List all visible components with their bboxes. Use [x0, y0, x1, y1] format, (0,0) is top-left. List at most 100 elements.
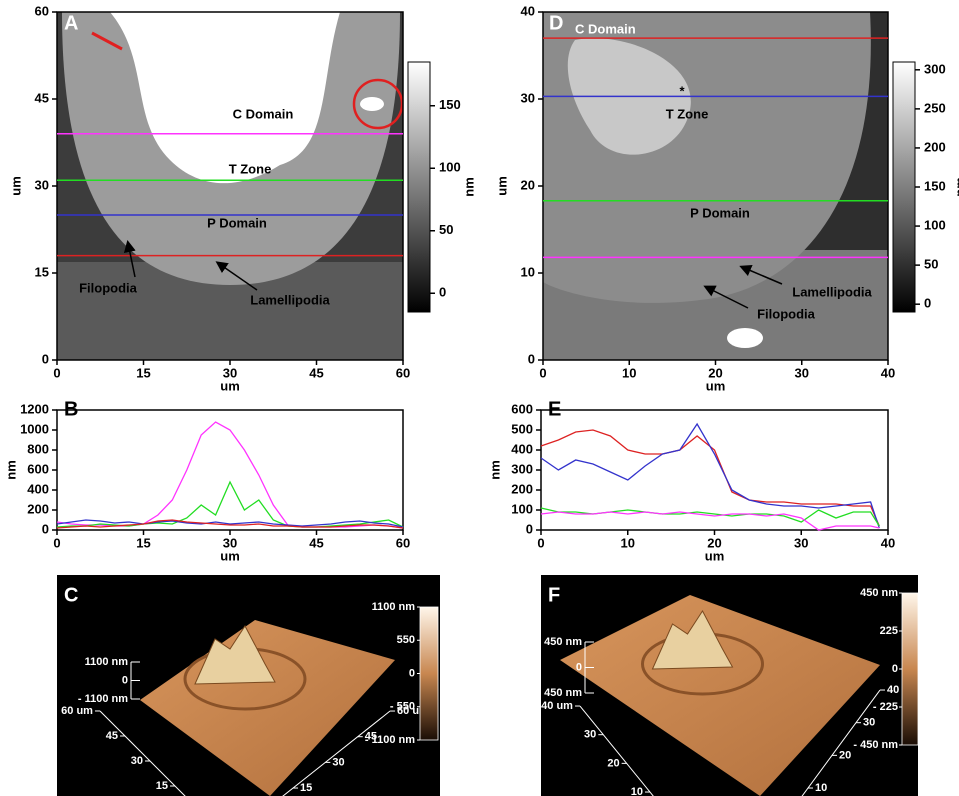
x-tick-label: 60	[396, 535, 410, 550]
plot-frame	[540, 409, 889, 531]
panel-label: B	[64, 398, 78, 420]
panel-label: D	[549, 12, 563, 34]
colorbar-tick-label: 300	[924, 61, 946, 76]
axis-tick-label: 60 um	[61, 705, 93, 717]
bright-spot	[360, 97, 384, 111]
profile-curve	[540, 511, 880, 531]
y-tick-label: 15	[35, 264, 49, 279]
arrow	[123, 240, 136, 278]
axis-tick-label: 45	[365, 731, 377, 743]
y-tick-label: 800	[27, 441, 49, 456]
profile-curve	[56, 519, 404, 528]
y-tick-label: 400	[27, 481, 49, 496]
profile-curve	[56, 480, 404, 528]
y-tick-label: 100	[511, 501, 533, 516]
panel-label: E	[548, 398, 561, 420]
panel-label: A	[64, 12, 78, 34]
colorbar-label: nm	[952, 177, 959, 197]
colorbar-tick-label: 1100 nm	[372, 601, 416, 613]
red-arrow	[91, 31, 123, 51]
x-tick-label: 45	[309, 365, 323, 380]
x-tick-label: 60	[396, 365, 410, 380]
annotation: P Domain	[690, 205, 750, 220]
z-tick-label: 0	[122, 674, 128, 686]
annotation: C Domain	[575, 21, 636, 36]
colorbar-tick-label: 50	[439, 222, 453, 237]
y-tick-label: 200	[27, 501, 49, 516]
x-axis-label: um	[220, 548, 240, 563]
profile-curve	[540, 422, 880, 529]
colorbar-tick-label: - 1100 nm	[365, 734, 415, 746]
axis-tick-label: 10	[815, 782, 827, 794]
x-axis-label: um	[706, 378, 726, 393]
colorbar-tick-label: 100	[439, 160, 461, 175]
y-tick-label: 40	[521, 3, 535, 18]
y-tick-label: 30	[521, 90, 535, 105]
surface-peak	[194, 625, 276, 685]
x-tick-label: 20	[707, 535, 721, 550]
axis-tick-label: 30	[332, 756, 344, 768]
x-axis-label: um	[705, 548, 725, 563]
annotation: P Domain	[207, 215, 267, 230]
colorbar-tick-label: 225	[880, 625, 898, 637]
y-tick-label: 0	[42, 351, 49, 366]
colorbar	[901, 592, 919, 746]
axis-tick-label: 40 um	[541, 700, 573, 712]
x-tick-label: 45	[309, 535, 323, 550]
x-tick-label: 40	[881, 365, 895, 380]
colorbar-tick-label: 0	[439, 285, 446, 300]
profile-curve	[56, 519, 404, 529]
x-tick-label: 0	[53, 365, 60, 380]
colorbar-tick-label: 0	[892, 663, 898, 675]
c-domain-blob	[110, 12, 340, 184]
y-axis-label: nm	[487, 460, 502, 480]
axis-tick-label: 15	[156, 780, 168, 792]
colorbar-tick-label: 150	[924, 178, 946, 193]
arrow	[703, 285, 749, 309]
x-tick-label: 20	[708, 365, 722, 380]
z-tick-label: 0	[576, 661, 582, 673]
y-tick-label: 500	[511, 421, 533, 436]
z-tick-label: - 1100 nm	[78, 693, 128, 705]
y-tick-label: 600	[27, 461, 49, 476]
z-tick-label: 450 nm	[544, 636, 582, 648]
y-axis-label: um	[494, 176, 509, 196]
annotation: Lamellipodia	[250, 292, 330, 307]
y-tick-label: 20	[521, 177, 535, 192]
x-tick-label: 30	[223, 365, 237, 380]
colorbar-label: nm	[461, 177, 476, 197]
annotation: Filopodia	[79, 280, 138, 295]
colorbar	[407, 61, 431, 313]
x-tick-label: 30	[795, 365, 809, 380]
y-tick-label: 600	[511, 401, 533, 416]
x-tick-label: 0	[53, 535, 60, 550]
arrow	[739, 264, 783, 285]
colorbar-tick-label: - 550	[390, 701, 415, 713]
colorbar-tick-label: - 450 nm	[853, 739, 898, 751]
y-tick-label: 10	[521, 264, 535, 279]
profile-curve	[540, 429, 880, 527]
annotation: C Domain	[233, 106, 294, 121]
plot-frame	[56, 409, 404, 531]
axis-tick-label: 20	[839, 749, 851, 761]
x-tick-label: 0	[537, 535, 544, 550]
axis-tick-label: 30	[584, 729, 596, 741]
y-axis-label: um	[8, 176, 23, 196]
panel-label: C	[64, 584, 78, 606]
panel-label: F	[548, 584, 560, 606]
profile-curve	[56, 421, 404, 529]
colorbar	[419, 606, 439, 741]
y-tick-label: 30	[35, 177, 49, 192]
annotation: T Zone	[229, 161, 272, 176]
y-tick-label: 400	[511, 441, 533, 456]
colorbar-tick-label: 0	[924, 296, 931, 311]
x-tick-label: 40	[881, 535, 895, 550]
y-tick-label: 0	[42, 521, 49, 536]
marker-circle	[352, 78, 404, 130]
colorbar-tick-label: 150	[439, 97, 461, 112]
annotation: Lamellipodia	[792, 284, 872, 299]
colorbar-tick-label: 200	[924, 139, 946, 154]
axis-tick-label: 10	[631, 786, 643, 796]
surface-peak	[651, 610, 734, 670]
y-tick-label: 1200	[20, 401, 49, 416]
